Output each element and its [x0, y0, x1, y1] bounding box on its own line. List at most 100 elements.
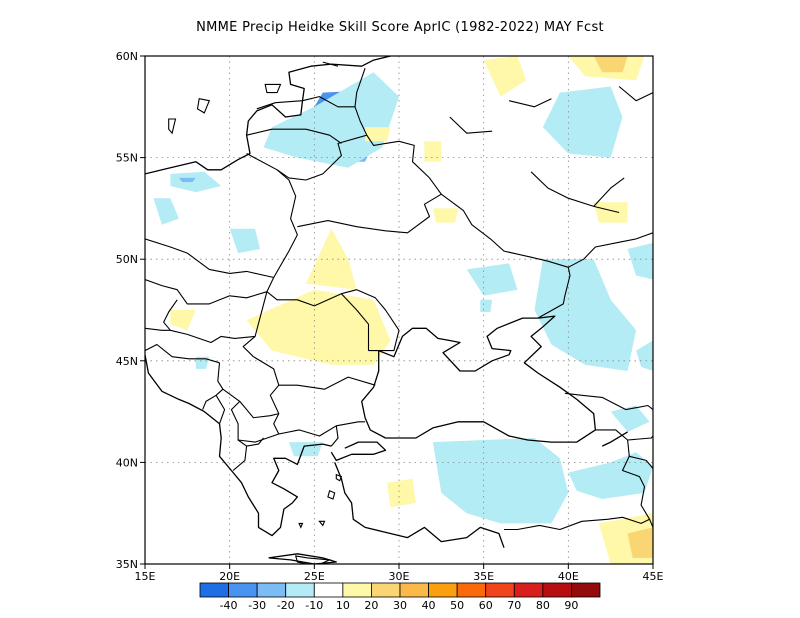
skill-region	[627, 527, 653, 558]
colorbar-label: 90	[564, 599, 578, 612]
island-outline	[318, 520, 326, 527]
colorbar-label: 40	[422, 599, 436, 612]
island-outline	[298, 522, 304, 529]
skill-region	[387, 478, 416, 508]
skill-region	[305, 228, 357, 290]
country-border	[145, 278, 268, 305]
skill-region	[432, 208, 459, 223]
x-tick-label: 45E	[643, 570, 664, 583]
skill-region	[636, 340, 653, 371]
country-border	[145, 238, 274, 279]
island-outline	[327, 490, 336, 500]
y-tick-label: 60N	[116, 50, 138, 63]
country-border	[354, 68, 366, 107]
map-plot-area	[144, 55, 654, 565]
x-axis: 15E 20E 25E 30E 35E 40E 45E	[135, 564, 664, 583]
country-border	[163, 291, 268, 344]
y-tick-label: 40N	[116, 456, 138, 469]
country-border	[246, 128, 342, 144]
skill-region	[170, 171, 222, 193]
colorbar-swatch	[513, 582, 544, 598]
x-tick-label: 40E	[558, 570, 579, 583]
colorbar-label: -30	[248, 599, 266, 612]
x-tick-label: 15E	[135, 570, 156, 583]
map-title: NMME Precip Heidke Skill Score AprIC (19…	[196, 20, 604, 35]
skill-region	[483, 56, 526, 97]
country-border	[238, 433, 279, 443]
country-border	[440, 193, 571, 319]
y-tick-label: 50N	[116, 253, 138, 266]
skill-region	[480, 299, 493, 312]
country-border	[246, 153, 278, 171]
skill-region	[246, 289, 391, 365]
skill-fill-layer	[153, 56, 653, 564]
colorbar-label: 70	[507, 599, 521, 612]
y-axis: 35N 40N 45N 50N 55N 60N	[116, 50, 145, 571]
boundary-layer	[145, 56, 653, 564]
skill-region	[568, 452, 653, 499]
colorbar-swatch	[571, 582, 601, 598]
colorbar-label: 80	[536, 599, 550, 612]
skill-region	[542, 86, 623, 158]
country-border	[504, 516, 653, 531]
skill-region	[432, 438, 569, 524]
colorbar: -40 -30 -20 -10 10 20 30 40 50 60 70 80 90	[199, 582, 601, 612]
colorbar-swatch	[371, 582, 401, 598]
colorbar-swatch	[542, 582, 572, 598]
country-border	[276, 134, 442, 234]
skill-region	[593, 56, 628, 73]
x-tick-label: 30E	[389, 570, 410, 583]
skill-region	[466, 263, 518, 296]
country-border	[266, 277, 400, 352]
skill-region	[229, 228, 261, 254]
colorbar-label: -40	[220, 599, 238, 612]
x-tick-label: 25E	[304, 570, 325, 583]
x-tick-label: 35E	[473, 570, 494, 583]
country-border	[145, 231, 146, 235]
country-border	[222, 388, 279, 419]
country-border	[564, 392, 653, 411]
colorbar-label: 50	[450, 599, 464, 612]
country-border	[593, 177, 625, 207]
y-tick-label: 55N	[116, 152, 138, 165]
skill-region	[593, 202, 628, 223]
y-tick-label: 35N	[116, 558, 138, 571]
skill-region	[153, 198, 179, 225]
x-tick-label: 20E	[219, 570, 240, 583]
colorbar-swatch	[485, 582, 515, 598]
country-border	[618, 86, 653, 102]
country-border	[508, 98, 552, 108]
colorbar-swatch	[256, 582, 287, 598]
country-border	[273, 169, 298, 278]
skill-region	[424, 141, 442, 162]
coastline	[145, 56, 391, 175]
island-outline	[335, 473, 343, 482]
colorbar-label: 20	[364, 599, 378, 612]
colorbar-swatch	[399, 582, 429, 598]
colorbar-swatch	[313, 582, 344, 598]
island-outline	[168, 118, 177, 135]
coastline	[268, 553, 337, 564]
skill-region	[195, 356, 210, 369]
skill-region	[170, 310, 196, 331]
colorbar-label: -20	[277, 599, 295, 612]
country-border	[449, 116, 493, 134]
coastline	[330, 441, 387, 462]
country-border	[322, 61, 339, 67]
country-border	[256, 96, 368, 136]
country-border	[145, 327, 171, 331]
country-border	[330, 425, 339, 447]
colorbar-swatch	[456, 582, 487, 598]
coastline	[145, 354, 220, 425]
country-border	[215, 395, 226, 424]
country-border	[530, 171, 620, 214]
coastline	[218, 423, 332, 537]
colorbar-swatch	[199, 582, 229, 598]
skill-region	[178, 177, 196, 182]
skill-region	[263, 72, 399, 168]
country-border	[246, 437, 264, 447]
country-border	[145, 343, 220, 364]
skill-region	[627, 242, 653, 280]
colorbar-label: -10	[305, 599, 323, 612]
island-outline	[294, 555, 332, 564]
